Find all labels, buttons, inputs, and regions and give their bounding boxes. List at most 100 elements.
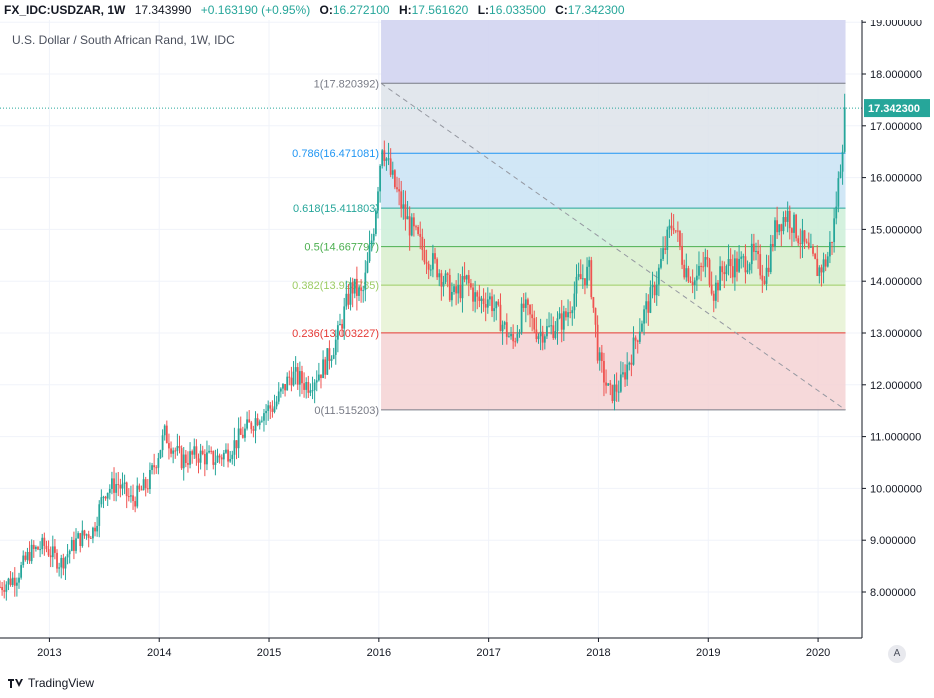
open-value: 16.272100 — [332, 3, 390, 17]
candle-body — [586, 266, 588, 286]
candle-body — [271, 408, 274, 412]
candle-body — [132, 495, 134, 502]
fib-zone — [381, 83, 846, 154]
candle-body — [668, 225, 671, 230]
candle-body — [307, 382, 310, 393]
candle-body — [372, 233, 375, 241]
candle-body — [723, 272, 726, 275]
candle-body — [746, 270, 749, 273]
candle-body — [273, 406, 276, 412]
candle-body — [193, 446, 196, 455]
candle-body — [203, 454, 206, 465]
fib-level-label: 0.618(15.411803) — [293, 203, 379, 215]
candle-body — [455, 286, 458, 294]
candle-body — [92, 527, 94, 539]
candle-body — [165, 425, 168, 444]
candle-body — [26, 551, 29, 560]
candle-body — [596, 324, 599, 361]
close-label: C: — [555, 3, 568, 17]
candle-body — [615, 384, 618, 392]
candle-body — [47, 549, 50, 556]
candle-body — [381, 150, 384, 166]
candle-body — [368, 245, 371, 262]
candle-body — [556, 318, 559, 331]
candle-body — [39, 549, 42, 551]
candle-body — [514, 341, 517, 343]
candle-body — [334, 339, 337, 355]
candle-body — [320, 374, 322, 379]
candle-body — [560, 313, 563, 330]
candle-body — [645, 301, 648, 310]
candle-body — [524, 299, 527, 308]
auto-scale-button[interactable]: A — [888, 645, 906, 663]
candle-body — [757, 250, 760, 255]
candle-body — [305, 382, 308, 390]
candle-body — [647, 301, 650, 313]
candle-body — [174, 450, 177, 452]
candle-body — [64, 557, 67, 569]
candle-body — [138, 485, 141, 490]
candle-body — [482, 298, 485, 305]
candle-body — [303, 383, 305, 390]
candle-body — [434, 253, 436, 260]
candle-body — [453, 286, 455, 292]
candle-body — [548, 325, 550, 327]
candle-body — [649, 287, 652, 313]
candle-body — [708, 259, 711, 285]
fib-zone — [381, 153, 846, 209]
candle-body — [313, 382, 316, 391]
candle-body — [660, 258, 662, 268]
candle-body — [362, 290, 365, 292]
fib-level-label: 0.786(16.471081) — [292, 148, 379, 160]
candle-body — [336, 325, 339, 340]
candle-body — [535, 329, 538, 340]
price-axis-label: 12.000000 — [870, 380, 922, 392]
candle-body — [497, 301, 500, 305]
candle-body — [412, 217, 415, 227]
candle-body — [360, 287, 363, 291]
candle-body — [710, 284, 713, 294]
fib-zone-top — [381, 20, 846, 84]
candle-body — [527, 299, 529, 305]
candle-body — [136, 485, 139, 507]
candle-body — [56, 552, 58, 569]
candle-body — [567, 312, 569, 318]
symbol-label[interactable]: FX_IDC:USDZAR, 1W — [4, 3, 126, 17]
candle-body — [643, 309, 645, 324]
price-axis-label: 19.000000 — [870, 20, 922, 29]
price-chart[interactable]: 1(17.820392) 0.786(16.471081) 0.618(15.411… — [0, 20, 934, 676]
candle-body — [317, 374, 320, 381]
candle-body — [239, 428, 242, 435]
symbol-info-bar: FX_IDC:USDZAR, 1W 17.343990 +0.163190 (+… — [0, 0, 934, 20]
candle-body — [269, 405, 272, 409]
time-axis-label: 2020 — [806, 647, 830, 659]
candle-body — [814, 253, 817, 259]
candle-body — [66, 554, 69, 558]
candle-body — [237, 428, 240, 449]
candle-body — [805, 241, 808, 243]
candle-body — [632, 337, 635, 365]
candle-body — [222, 452, 225, 460]
candle-body — [641, 323, 643, 332]
candle-body — [554, 330, 557, 338]
candle-body — [584, 278, 586, 286]
candle-body — [408, 216, 411, 236]
candle-body — [125, 482, 128, 497]
candle-body — [396, 187, 398, 190]
candle-body — [807, 242, 810, 248]
candle-body — [763, 280, 766, 284]
candle-body — [575, 276, 578, 294]
candle-body — [683, 264, 686, 278]
candle-body — [208, 450, 210, 453]
candle-body — [241, 434, 244, 438]
candle-body — [157, 458, 160, 468]
candle-body — [94, 527, 96, 532]
candle-body — [533, 318, 536, 330]
candle-body — [37, 546, 39, 550]
candle-body — [391, 170, 394, 175]
candle-body — [68, 550, 71, 555]
candle-body — [330, 358, 333, 361]
candle-body — [34, 546, 37, 549]
candle-body — [685, 268, 688, 278]
candle-body — [212, 451, 215, 465]
